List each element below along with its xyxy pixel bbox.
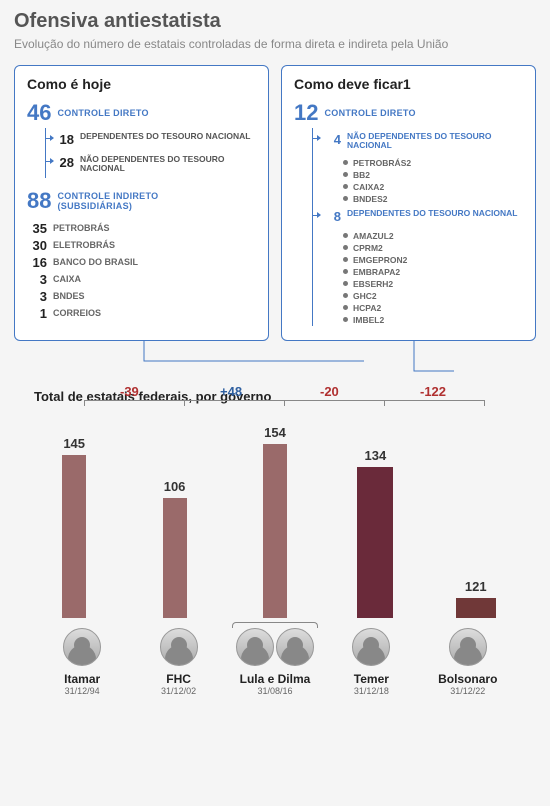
list-label: ELETROBRÁS [53, 240, 115, 250]
list-num: 3 [27, 289, 47, 304]
future-sub2-num: 8 [323, 209, 341, 224]
bar [263, 444, 287, 617]
indirect-label1: CONTROLE INDIRETO [57, 191, 158, 201]
sub1-label: DEPENDENTES DO TESOURO NACIONAL [80, 132, 251, 141]
page-title: Ofensiva antiestatista [14, 10, 536, 33]
indirect-label2: (SUBSIDIÁRIAS) [57, 201, 158, 211]
future-sub2-items: AMAZUL2 CPRM2 EMGEPRON2 EMBRAPA2 EBSERH2 GHC2… [343, 230, 523, 326]
bullet-icon [343, 233, 348, 238]
bullet-label: EMBRAPA2 [353, 267, 400, 277]
connector-lines [14, 351, 536, 381]
bullet-label: AMAZUL2 [353, 231, 394, 241]
bullet-label: EBSERH2 [353, 279, 393, 289]
indirect-count: 88 [27, 188, 51, 214]
bullet-icon [343, 317, 348, 322]
bullet-label: BB2 [353, 170, 370, 180]
bullet-icon [343, 305, 348, 310]
list-label: BANCO DO BRASIL [53, 257, 138, 267]
sub2-label: NÃO DEPENDENTES DO TESOURO NACIONAL [80, 155, 256, 174]
avatar-group: Bolsonaro31/12/22 [423, 628, 513, 696]
bullet-icon [343, 281, 348, 286]
chart-title: Total de estatais federais, por governo [34, 389, 536, 404]
bullet-label: GHC2 [353, 291, 377, 301]
bar-value: 106 [164, 479, 186, 494]
bar-value: 154 [264, 425, 286, 440]
bar [456, 598, 496, 618]
bullet-icon [343, 196, 348, 201]
page-subtitle: Evolução do número de estatais controlad… [14, 37, 536, 51]
list-label: BNDES [53, 291, 85, 301]
bar-value: 145 [63, 436, 85, 451]
gov-name: Temer [354, 672, 389, 686]
direct-label: CONTROLE DIRETO [57, 108, 148, 118]
delta-label: -122 [420, 384, 446, 399]
avatar [449, 628, 487, 666]
box-today-title: Como é hoje [27, 76, 256, 92]
indirect-list: 35 PETROBRÁS 30 ELETROBRÁS 16 BANCO DO BRASIL… [27, 220, 256, 322]
avatar [160, 628, 198, 666]
bullet-label: IMBEL2 [353, 315, 384, 325]
gov-name: Lula e Dilma [240, 672, 311, 686]
list-label: PETROBRÁS [53, 223, 110, 233]
delta-label: -20 [320, 384, 339, 399]
list-label: CORREIOS [53, 308, 101, 318]
list-num: 3 [27, 272, 47, 287]
avatar [63, 628, 101, 666]
delta-label: -39 [120, 384, 139, 399]
list-num: 1 [27, 306, 47, 321]
bar-value: 134 [365, 448, 387, 463]
bullet-icon [343, 269, 348, 274]
future-sub2-label: DEPENDENTES DO TESOURO NACIONAL [347, 209, 518, 218]
bullet-icon [343, 184, 348, 189]
bullet-icon [343, 172, 348, 177]
future-sub1-label: NÃO DEPENDENTES DO TESOURO NACIONAL [347, 132, 523, 151]
bar-chart: 145106154134121-39+48-20-122 Itamar31/12… [14, 418, 536, 708]
bullet-icon [343, 257, 348, 262]
sub2-num: 28 [56, 155, 74, 170]
list-label: CAIXA [53, 274, 81, 284]
box-future-title: Como deve ficar1 [294, 76, 523, 92]
direct-count: 46 [27, 100, 51, 126]
bullet-label: HCPA2 [353, 303, 381, 313]
gov-name: FHC [166, 672, 191, 686]
gov-date: 31/08/16 [257, 686, 292, 696]
avatar [352, 628, 390, 666]
box-future: Como deve ficar1 12 CONTROLE DIRETO 4 NÃ… [281, 65, 536, 341]
avatar [276, 628, 314, 666]
delta-label: +48 [220, 384, 242, 399]
gov-date: 31/12/22 [450, 686, 485, 696]
bar [163, 498, 187, 617]
gov-name: Bolsonaro [438, 672, 497, 686]
future-direct-count: 12 [294, 100, 318, 126]
info-boxes: Como é hoje 46 CONTROLE DIRETO 18 DEPEND… [14, 65, 536, 341]
avatar-group: Lula e Dilma31/08/16 [230, 628, 320, 696]
bar-value: 121 [465, 579, 487, 594]
bullet-icon [343, 293, 348, 298]
box-today: Como é hoje 46 CONTROLE DIRETO 18 DEPEND… [14, 65, 269, 341]
gov-date: 31/12/18 [354, 686, 389, 696]
bullet-icon [343, 245, 348, 250]
bar [62, 455, 86, 618]
bar [357, 467, 393, 618]
sub1-num: 18 [56, 132, 74, 147]
list-num: 16 [27, 255, 47, 270]
list-num: 35 [27, 221, 47, 236]
bullet-label: BNDES2 [353, 194, 387, 204]
gov-date: 31/12/94 [65, 686, 100, 696]
future-direct-label: CONTROLE DIRETO [324, 108, 415, 118]
future-sub1-items: PETROBRÁS2 BB2 CAIXA2 BNDES2 [343, 157, 523, 205]
future-sub1-num: 4 [323, 132, 341, 147]
avatar-group: Itamar31/12/94 [37, 628, 127, 696]
gov-date: 31/12/02 [161, 686, 196, 696]
bullet-icon [343, 160, 348, 165]
list-num: 30 [27, 238, 47, 253]
avatar-group: FHC31/12/02 [134, 628, 224, 696]
bullet-label: CAIXA2 [353, 182, 384, 192]
bullet-label: PETROBRÁS2 [353, 158, 411, 168]
avatar-group: Temer31/12/18 [326, 628, 416, 696]
bullet-label: EMGEPRON2 [353, 255, 407, 265]
avatar [236, 628, 274, 666]
gov-name: Itamar [64, 672, 100, 686]
bullet-label: CPRM2 [353, 243, 383, 253]
